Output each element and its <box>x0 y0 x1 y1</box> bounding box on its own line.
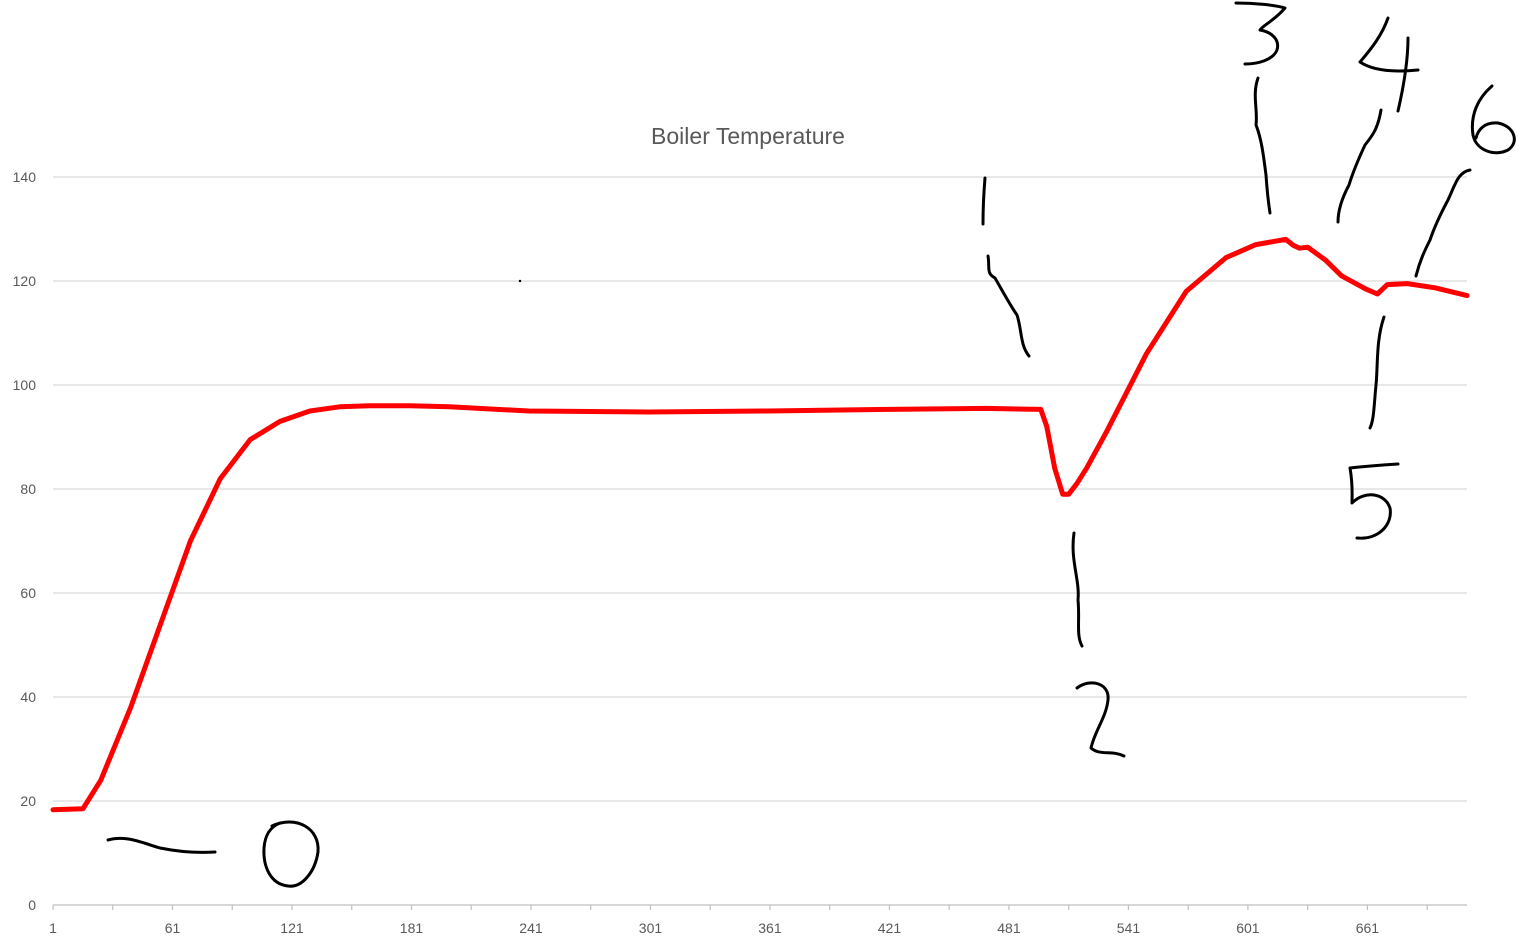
annotation-1-leader <box>986 254 1031 358</box>
x-tick-label: 601 <box>1236 920 1260 936</box>
annotation-2-glyph <box>1075 681 1126 758</box>
annotation-4-leader <box>1336 108 1383 224</box>
x-tick-label: 301 <box>639 920 663 936</box>
x-tick-label: 121 <box>280 920 304 936</box>
annotation-1-glyph <box>981 176 987 226</box>
x-tick-label: 541 <box>1117 920 1141 936</box>
x-tick-label: 1 <box>49 920 57 936</box>
plot-area <box>50 236 1470 813</box>
y-tick-label: 120 <box>13 273 37 289</box>
annotation-6-leader <box>1414 168 1472 278</box>
gridlines <box>53 176 1467 802</box>
y-tick-label: 80 <box>20 481 36 497</box>
annotation-3-glyph <box>1234 1 1287 66</box>
y-tick-label: 60 <box>20 585 36 601</box>
x-tick-label: 241 <box>519 920 543 936</box>
x-tick-label: 61 <box>165 920 181 936</box>
x-axis-labels: 1 61 121 181 241 301 361 421 481 541 601 661 <box>49 920 1379 936</box>
handwritten-annotations <box>106 1 1516 888</box>
annotation-4-glyph <box>1358 16 1420 113</box>
annotation-2-leader <box>1071 531 1084 648</box>
annotation-5-glyph <box>1348 462 1400 540</box>
annotation-3-leader <box>1253 76 1272 215</box>
annotation-0-glyph <box>262 820 320 888</box>
x-tick-label: 481 <box>997 920 1021 936</box>
x-tick-label: 661 <box>1356 920 1380 936</box>
series-line <box>50 236 1470 813</box>
y-tick-label: 140 <box>13 169 37 185</box>
y-tick-label: 100 <box>13 377 37 393</box>
y-axis-labels: 0 20 40 60 80 100 120 140 <box>13 169 37 913</box>
y-tick-label: 0 <box>28 897 36 913</box>
y-tick-label: 40 <box>20 689 36 705</box>
x-tick-label: 181 <box>400 920 424 936</box>
stray-dot <box>518 279 522 283</box>
annotation-5-leader <box>1368 315 1386 430</box>
x-axis <box>52 904 1467 910</box>
x-tick-label: 361 <box>758 920 782 936</box>
y-tick-label: 20 <box>20 793 36 809</box>
x-tick-label: 421 <box>878 920 902 936</box>
annotation-6-glyph <box>1470 84 1516 155</box>
annotation-0-dash <box>106 836 217 854</box>
chart-title: Boiler Temperature <box>651 123 845 149</box>
